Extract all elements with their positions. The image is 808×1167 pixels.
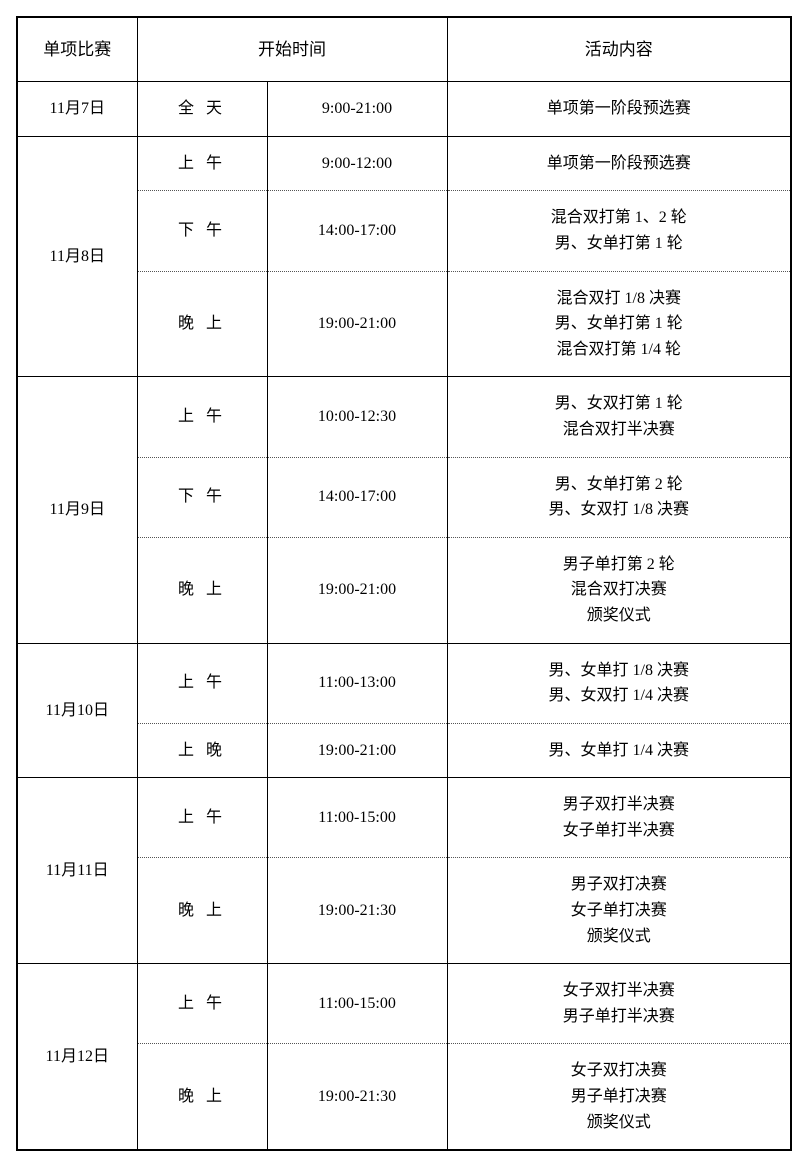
time-cell: 11:00-13:00 [267,643,447,723]
content-line: 女子单打半决赛 [454,818,785,844]
date-cell: 11月10日 [17,643,137,778]
date-cell: 11月11日 [17,778,137,964]
content-line: 男、女单打第 2 轮 [454,472,785,498]
content-cell: 女子双打决赛男子单打决赛颁奖仪式 [447,1044,791,1150]
content-cell: 男、女单打 1/8 决赛男、女双打 1/4 决赛 [447,643,791,723]
table-row: 11月9日上 午10:00-12:30男、女双打第 1 轮混合双打半决赛 [17,377,791,457]
time-cell: 19:00-21:00 [267,537,447,643]
session-cell: 晚 上 [137,858,267,964]
table-body: 单项比赛开始时间活动内容11月7日全 天9:00-21:00单项第一阶段预选赛1… [17,17,791,1150]
session-cell: 下 午 [137,191,267,271]
date-cell: 11月9日 [17,377,137,643]
content-line: 男、女单打 1/4 决赛 [454,738,785,764]
content-cell: 女子双打半决赛男子单打半决赛 [447,964,791,1044]
time-cell: 19:00-21:30 [267,1044,447,1150]
content-cell: 混合双打第 1、2 轮男、女单打第 1 轮 [447,191,791,271]
time-cell: 14:00-17:00 [267,457,447,537]
header-content: 活动内容 [447,17,791,82]
content-cell: 男、女单打 1/4 决赛 [447,723,791,778]
content-line: 女子双打半决赛 [454,978,785,1004]
content-line: 男、女单打第 1 轮 [454,311,785,337]
content-line: 男、女双打第 1 轮 [454,391,785,417]
content-cell: 男子单打第 2 轮混合双打决赛颁奖仪式 [447,537,791,643]
content-line: 女子单打决赛 [454,898,785,924]
content-line: 单项第一阶段预选赛 [454,151,785,177]
time-cell: 19:00-21:00 [267,271,447,377]
time-cell: 19:00-21:00 [267,723,447,778]
content-line: 男、女双打 1/4 决赛 [454,683,785,709]
content-cell: 男、女双打第 1 轮混合双打半决赛 [447,377,791,457]
content-cell: 男子双打决赛女子单打决赛颁奖仪式 [447,858,791,964]
content-line: 男、女单打 1/8 决赛 [454,658,785,684]
time-cell: 11:00-15:00 [267,964,447,1044]
content-cell: 单项第一阶段预选赛 [447,82,791,137]
content-line: 男、女单打第 1 轮 [454,231,785,257]
content-line: 颁奖仪式 [454,603,785,629]
session-cell: 上 午 [137,643,267,723]
table-header-row: 单项比赛开始时间活动内容 [17,17,791,82]
session-cell: 上 午 [137,778,267,858]
content-cell: 单项第一阶段预选赛 [447,136,791,191]
table-row: 11月10日上 午11:00-13:00男、女单打 1/8 决赛男、女双打 1/… [17,643,791,723]
header-start-time: 开始时间 [137,17,447,82]
content-line: 颁奖仪式 [454,1110,785,1136]
time-cell: 9:00-12:00 [267,136,447,191]
content-line: 男、女双打 1/8 决赛 [454,497,785,523]
session-cell: 全 天 [137,82,267,137]
session-cell: 上 午 [137,377,267,457]
session-cell: 晚 上 [137,1044,267,1150]
session-cell: 晚 上 [137,271,267,377]
content-line: 单项第一阶段预选赛 [454,96,785,122]
time-cell: 9:00-21:00 [267,82,447,137]
schedule-table: 单项比赛开始时间活动内容11月7日全 天9:00-21:00单项第一阶段预选赛1… [16,16,792,1151]
content-line: 混合双打第 1、2 轮 [454,205,785,231]
content-line: 女子双打决赛 [454,1058,785,1084]
content-line: 男子单打决赛 [454,1084,785,1110]
session-cell: 下 午 [137,457,267,537]
header-event: 单项比赛 [17,17,137,82]
table-row: 11月8日上 午9:00-12:00单项第一阶段预选赛 [17,136,791,191]
time-cell: 10:00-12:30 [267,377,447,457]
content-cell: 混合双打 1/8 决赛男、女单打第 1 轮混合双打第 1/4 轮 [447,271,791,377]
content-line: 颁奖仪式 [454,924,785,950]
time-cell: 19:00-21:30 [267,858,447,964]
table-row: 11月7日全 天9:00-21:00 单项第一阶段预选赛 [17,82,791,137]
session-cell: 上 午 [137,136,267,191]
time-cell: 11:00-15:00 [267,778,447,858]
content-line: 混合双打半决赛 [454,417,785,443]
session-cell: 上 午 [137,964,267,1044]
content-line: 混合双打 1/8 决赛 [454,286,785,312]
table-row: 11月11日上 午11:00-15:00男子双打半决赛女子单打半决赛 [17,778,791,858]
content-line: 男子双打半决赛 [454,792,785,818]
content-cell: 男子双打半决赛女子单打半决赛 [447,778,791,858]
content-line: 男子单打第 2 轮 [454,552,785,578]
session-cell: 上 晚 [137,723,267,778]
session-cell: 晚 上 [137,537,267,643]
table-row: 11月12日上 午11:00-15:00女子双打半决赛男子单打半决赛 [17,964,791,1044]
date-cell: 11月12日 [17,964,137,1150]
content-line: 男子单打半决赛 [454,1004,785,1030]
date-cell: 11月8日 [17,136,137,377]
date-cell: 11月7日 [17,82,137,137]
content-line: 混合双打决赛 [454,577,785,603]
content-cell: 男、女单打第 2 轮男、女双打 1/8 决赛 [447,457,791,537]
content-line: 男子双打决赛 [454,872,785,898]
time-cell: 14:00-17:00 [267,191,447,271]
content-line: 混合双打第 1/4 轮 [454,337,785,363]
